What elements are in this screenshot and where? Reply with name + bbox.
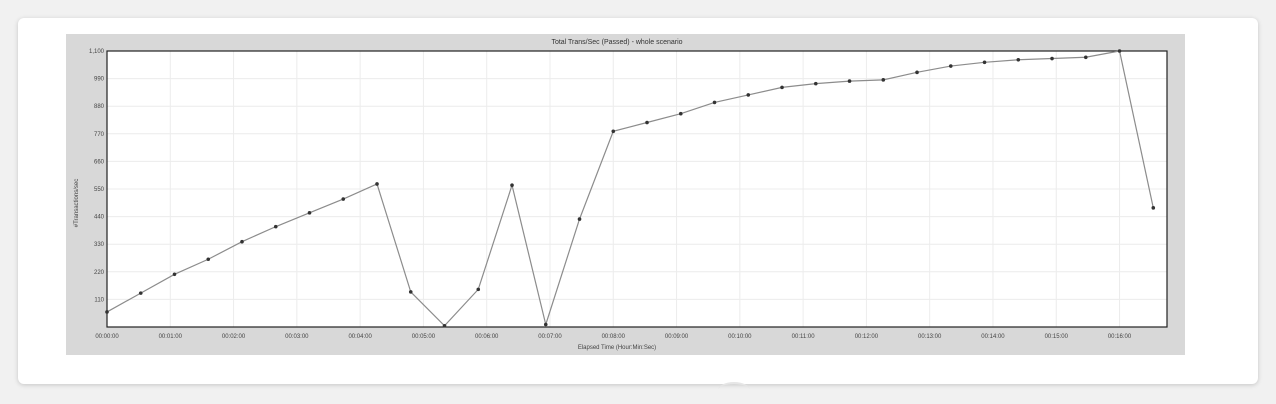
y-tick-label: 660: [94, 159, 105, 165]
x-tick-label: 00:00:00: [95, 334, 119, 340]
y-tick-label: 990: [94, 77, 105, 83]
y-tick-label: 550: [94, 187, 105, 193]
x-tick-label: 00:04:00: [348, 334, 372, 340]
data-point: [645, 120, 649, 125]
data-point: [240, 239, 244, 244]
data-point: [746, 93, 751, 97]
line-chart: Total Trans/Sec (Passed) - whole scenari…: [74, 39, 1168, 351]
data-point: [543, 322, 548, 327]
data-point: [510, 183, 514, 188]
page-indicator: [718, 382, 750, 398]
x-tick-label: 00:15:00: [1045, 334, 1069, 340]
data-point: [577, 217, 582, 221]
y-axis-label: #Transactions/sec: [74, 179, 80, 227]
data-point: [442, 323, 447, 328]
data-point: [678, 111, 683, 116]
y-tick-label: 770: [94, 132, 105, 138]
data-point: [813, 81, 818, 86]
data-point: [948, 64, 953, 68]
data-point: [307, 211, 312, 215]
data-point: [915, 70, 919, 75]
data-point: [712, 100, 717, 105]
y-tick-label: 440: [94, 215, 105, 221]
y-tick-label: 880: [94, 104, 105, 110]
data-point: [982, 60, 987, 65]
x-tick-label: 00:06:00: [475, 334, 499, 340]
series-line: [106, 50, 1154, 327]
y-tick-label: 220: [94, 270, 105, 276]
data-point: [206, 257, 211, 262]
x-tick-label: 00:09:00: [665, 334, 689, 340]
y-tick-label: 330: [94, 242, 105, 248]
x-tick-label: 00:12:00: [855, 334, 879, 340]
x-axis-label: Elapsed Time (Hour:Min:Sec): [578, 345, 656, 351]
x-tick-label: 00:01:00: [159, 334, 183, 340]
x-tick-label: 00:05:00: [412, 334, 436, 340]
x-tick-label: 00:07:00: [538, 334, 562, 340]
x-tick-label: 00:03:00: [285, 334, 309, 340]
data-point: [1016, 57, 1021, 62]
chart-title: Total Trans/Sec (Passed) - whole scenari…: [551, 39, 682, 46]
y-tick-label: 1,100: [89, 49, 105, 55]
y-tick-label: 110: [94, 297, 104, 303]
data-point: [375, 182, 379, 186]
data-point: [1050, 56, 1054, 61]
x-tick-label: 00:11:00: [792, 334, 816, 340]
x-tick-label: 00:14:00: [981, 334, 1005, 340]
data-point: [341, 197, 346, 201]
x-tick-label: 00:16:00: [1108, 334, 1132, 340]
x-tick-label: 00:08:00: [602, 334, 626, 340]
x-tick-label: 00:10:00: [728, 334, 752, 340]
x-tick-label: 00:13:00: [918, 334, 942, 340]
plot-border: [106, 50, 1168, 328]
data-point: [1151, 206, 1156, 210]
data-point: [408, 290, 413, 294]
chart-frame: Total Trans/Sec (Passed) - whole scenari…: [66, 34, 1185, 355]
data-point: [1117, 49, 1122, 53]
data-point: [881, 78, 886, 82]
data-point: [138, 291, 143, 295]
x-tick-label: 00:02:00: [222, 334, 246, 340]
data-point: [105, 310, 109, 314]
data-point: [172, 272, 177, 277]
data-point: [611, 129, 616, 134]
data-point: [476, 287, 481, 292]
data-point: [273, 224, 278, 229]
data-point: [780, 85, 784, 90]
data-point: [1083, 55, 1088, 60]
data-point: [847, 79, 852, 83]
